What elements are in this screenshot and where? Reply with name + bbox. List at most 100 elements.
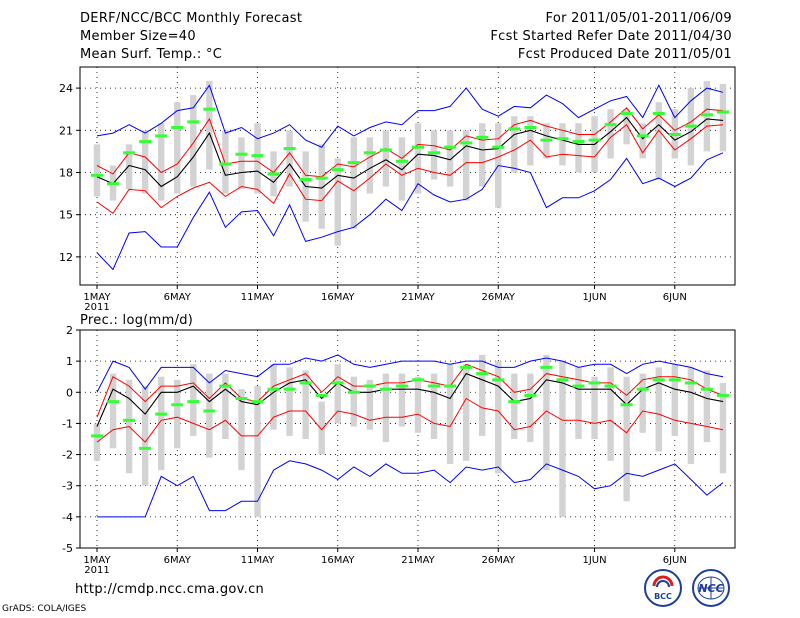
range-bar xyxy=(462,364,470,461)
median-marker xyxy=(395,159,408,163)
median-marker xyxy=(315,176,328,180)
svg-text:BCC: BCC xyxy=(654,592,672,601)
median-marker xyxy=(123,418,136,422)
median-marker xyxy=(684,381,697,385)
median-marker xyxy=(636,134,649,138)
median-marker xyxy=(716,110,729,114)
svg-text:NCC: NCC xyxy=(698,582,723,595)
range-bar xyxy=(334,158,341,246)
median-marker xyxy=(588,381,601,385)
range-bar xyxy=(254,386,261,517)
median-marker xyxy=(219,162,232,166)
median-marker xyxy=(283,147,296,151)
range-bar xyxy=(575,367,582,439)
range-bar xyxy=(511,116,518,173)
median-marker xyxy=(203,409,216,413)
range-bar xyxy=(623,109,630,145)
x-tick-label: 1JUN xyxy=(582,555,606,566)
mean-line xyxy=(96,372,724,427)
range-bar xyxy=(141,386,149,486)
median-marker xyxy=(604,384,617,388)
range-bar xyxy=(527,373,534,443)
mean-line xyxy=(96,116,724,189)
range-bar xyxy=(382,130,390,187)
y-tick-label: 24 xyxy=(59,82,73,95)
max-line xyxy=(96,354,724,393)
median-marker xyxy=(331,168,344,172)
range-bar xyxy=(93,144,101,197)
range-bar xyxy=(125,144,133,190)
range-bar xyxy=(382,373,390,443)
range-bar xyxy=(543,354,550,471)
y-tick-label: -4 xyxy=(62,511,73,524)
range-bar xyxy=(334,364,341,424)
median-marker xyxy=(508,400,521,404)
chart-title: DERF/NCC/BCC Monthly Forecast xyxy=(80,11,303,26)
median-marker xyxy=(299,381,312,385)
range-bar xyxy=(719,83,727,152)
x-tick-label: 16MAY xyxy=(321,555,355,566)
y-tick-label: 12 xyxy=(59,251,73,264)
median-marker xyxy=(187,400,200,404)
median-marker xyxy=(251,400,264,404)
y-tick-label: 21 xyxy=(59,124,73,137)
median-marker xyxy=(91,434,103,438)
median-marker xyxy=(668,378,681,382)
ncc-logo: NCC xyxy=(690,568,732,608)
median-marker xyxy=(476,372,489,376)
median-marker xyxy=(684,124,697,128)
range-bar xyxy=(446,130,454,187)
range-bar xyxy=(671,364,678,436)
range-bar xyxy=(655,367,662,452)
y-tick-label: -1 xyxy=(62,417,73,430)
median-marker xyxy=(91,173,103,177)
median-marker xyxy=(556,137,569,141)
median-marker xyxy=(235,397,248,401)
median-marker xyxy=(492,145,505,149)
range-bar xyxy=(206,373,213,458)
min-line xyxy=(96,152,724,271)
median-marker xyxy=(428,151,441,155)
range-bar xyxy=(607,109,614,159)
range-bar xyxy=(302,370,309,439)
range-bar xyxy=(511,373,518,439)
range-bar xyxy=(639,123,646,159)
median-marker xyxy=(492,378,505,382)
range-bar xyxy=(254,123,261,194)
y-tick-label: 15 xyxy=(59,209,73,222)
x-tick-label: 6JUN xyxy=(663,555,687,566)
range-bar xyxy=(350,137,357,229)
mean-plus-sd-line xyxy=(96,107,724,178)
x-tick-label: 1JUN xyxy=(582,292,606,303)
range-bar xyxy=(190,364,197,436)
bcc-logo: BCC xyxy=(643,568,683,608)
range-bar xyxy=(655,102,662,180)
median-marker xyxy=(556,378,569,382)
range-bar xyxy=(158,376,165,471)
x-tick-label: 6MAY xyxy=(164,292,192,303)
median-marker xyxy=(123,151,136,155)
forecast-start-date: Fcst Started Refer Date 2011/04/30 xyxy=(490,29,732,44)
range-bar xyxy=(479,354,486,436)
range-bar xyxy=(270,364,277,430)
footer-url[interactable]: http://cmdp.ncc.cma.gov.cn xyxy=(75,582,265,597)
range-bar xyxy=(495,361,502,474)
median-marker xyxy=(171,125,184,129)
median-marker xyxy=(412,145,424,149)
range-bar xyxy=(398,373,406,427)
median-marker xyxy=(540,138,553,142)
median-marker xyxy=(572,140,585,144)
y-tick-label: 2 xyxy=(66,324,73,337)
range-bar xyxy=(430,130,438,180)
median-marker xyxy=(363,151,376,155)
median-marker xyxy=(107,400,120,404)
median-marker xyxy=(155,134,168,138)
median-marker xyxy=(379,387,392,391)
x-tick-label: 16MAY xyxy=(321,292,355,303)
median-marker xyxy=(107,182,120,186)
panel-title-precip: Prec.: log(mm/d) xyxy=(80,313,193,328)
x-tick-label: 26MAY xyxy=(481,555,515,566)
median-marker xyxy=(524,393,537,397)
range-bar xyxy=(479,123,486,187)
